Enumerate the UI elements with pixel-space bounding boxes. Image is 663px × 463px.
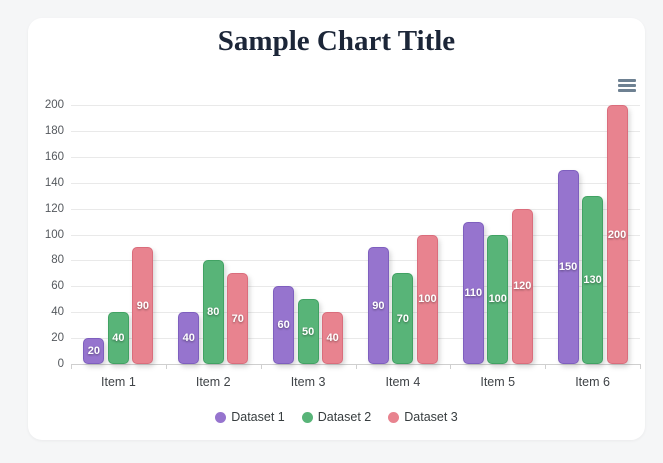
- chart-card: Sample Chart Title 0 20 40 60 80 100 120 140 160…: [28, 18, 645, 440]
- gridline: [71, 208, 640, 210]
- bar[interactable]: 200: [606, 105, 628, 364]
- bar-value-label: 120: [513, 280, 532, 293]
- bar-value-label: 130: [583, 273, 602, 286]
- x-axis-label: Item 6: [575, 375, 610, 389]
- legend-marker-icon: [301, 411, 313, 423]
- legend-item[interactable]: Dataset 3: [388, 410, 458, 424]
- gridline: [71, 105, 640, 106]
- bar[interactable]: 40: [322, 312, 344, 364]
- bar-value-label: 50: [301, 325, 315, 338]
- menu-bar: [618, 83, 636, 87]
- bar-value-label: 100: [418, 293, 437, 306]
- bar[interactable]: 80: [202, 260, 224, 364]
- legend-label: Dataset 2: [317, 410, 372, 424]
- gridline: [71, 130, 640, 132]
- bar[interactable]: 70: [227, 273, 249, 364]
- y-axis-label: 20: [51, 332, 64, 345]
- legend: Dataset 1 Dataset 2 Dataset 3: [28, 410, 645, 424]
- y-axis-label: 140: [44, 176, 64, 189]
- x-axis-tick: [355, 364, 357, 369]
- bar[interactable]: 40: [178, 312, 200, 364]
- x-axis-label: Item 4: [385, 375, 421, 389]
- bar-value-label: 40: [112, 332, 125, 345]
- bar[interactable]: 90: [367, 247, 389, 364]
- bar-value-label: 70: [396, 312, 410, 325]
- bar[interactable]: 100: [416, 234, 438, 364]
- y-axis-label: 60: [51, 280, 64, 293]
- chart-title: Sample Chart Title: [217, 25, 456, 57]
- x-axis-tick: [450, 364, 452, 369]
- bar[interactable]: 60: [273, 286, 295, 364]
- bar[interactable]: 50: [297, 299, 319, 364]
- bar[interactable]: 20: [83, 338, 105, 364]
- y-axis-label: 120: [44, 202, 64, 215]
- bar[interactable]: 150: [557, 169, 579, 364]
- x-axis-label: Item 2: [195, 375, 231, 389]
- gridline: [71, 338, 640, 340]
- gridline: [71, 286, 640, 288]
- bar-value-label: 200: [607, 228, 627, 241]
- gridline: [71, 182, 640, 184]
- plot-area: 0 20 40 60 80 100 120 140 160 180 200 Item 1 Item 2 I…: [28, 18, 645, 440]
- bar-value-label: 110: [464, 286, 483, 299]
- x-axis-tick: [260, 364, 262, 369]
- x-axis-label: Item 1: [101, 375, 136, 389]
- menu-bar: [618, 79, 636, 82]
- bar-value-label: 90: [372, 299, 385, 312]
- bar[interactable]: 100: [487, 234, 509, 364]
- bar-value-label: 80: [207, 306, 220, 319]
- bar[interactable]: 120: [511, 208, 533, 364]
- bar-value-label: 20: [87, 345, 101, 358]
- bar-value-label: 90: [136, 299, 150, 312]
- legend-item[interactable]: Dataset 2: [301, 410, 372, 424]
- y-axis-label: 200: [44, 99, 64, 111]
- hamburger-menu-icon[interactable]: [618, 79, 636, 94]
- bar-value-label: 70: [231, 312, 244, 325]
- legend-item[interactable]: Dataset 1: [215, 410, 285, 424]
- gridline: [71, 260, 640, 262]
- legend-label: Dataset 3: [404, 410, 458, 424]
- bar[interactable]: 130: [582, 195, 604, 364]
- x-axis-tick: [545, 364, 547, 369]
- x-axis-label: Item 5: [480, 375, 516, 389]
- x-axis-tick: [640, 364, 641, 369]
- legend-marker-icon: [388, 411, 400, 423]
- gridline: [71, 234, 640, 236]
- y-axis-label: 0: [57, 358, 64, 370]
- y-axis-label: 160: [44, 150, 64, 163]
- gridline: [71, 312, 640, 314]
- x-axis-tick: [165, 364, 167, 369]
- y-axis-label: 80: [51, 254, 64, 267]
- x-axis-tick: [71, 364, 72, 369]
- menu-bar: [618, 88, 636, 92]
- legend-marker-icon: [215, 411, 227, 423]
- bar[interactable]: 90: [132, 247, 154, 364]
- y-axis-label: 100: [44, 228, 64, 241]
- bar-value-label: 100: [488, 293, 507, 306]
- y-axis-label: 40: [51, 306, 64, 319]
- bar[interactable]: 70: [392, 273, 414, 364]
- gridline: [71, 156, 640, 158]
- bar-value-label: 40: [326, 332, 339, 345]
- legend-label: Dataset 1: [231, 410, 285, 424]
- bar[interactable]: 110: [462, 221, 484, 364]
- bar-value-label: 60: [277, 319, 290, 332]
- bar[interactable]: 40: [107, 312, 129, 364]
- y-axis-label: 180: [44, 124, 64, 137]
- x-axis-label: Item 3: [290, 375, 326, 389]
- bar-value-label: 40: [182, 332, 195, 345]
- bar-value-label: 150: [558, 260, 578, 273]
